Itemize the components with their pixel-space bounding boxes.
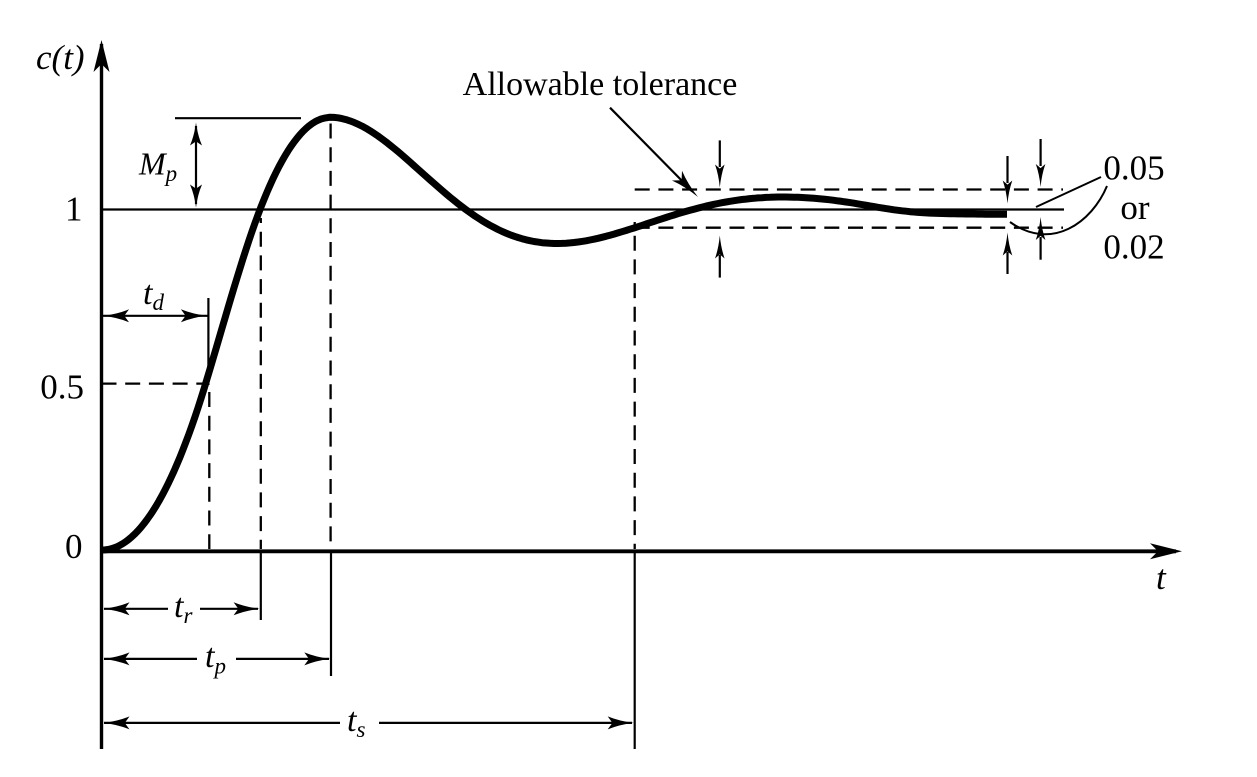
svg-text:tr: tr (174, 588, 193, 628)
svg-text:0: 0 (65, 527, 83, 566)
svg-text:0.05: 0.05 (1103, 149, 1164, 188)
svg-text:td: td (143, 275, 164, 315)
svg-text:0.5: 0.5 (40, 368, 84, 407)
svg-text:Mp: Mp (138, 146, 177, 187)
svg-text:tp: tp (205, 638, 226, 679)
svg-text:Allowable tolerance: Allowable tolerance (463, 66, 738, 103)
svg-text:ts: ts (347, 702, 365, 742)
svg-text:or: or (1120, 188, 1150, 227)
svg-text:1: 1 (65, 190, 83, 229)
svg-text:t: t (1156, 558, 1167, 597)
svg-text:0.02: 0.02 (1103, 228, 1164, 267)
svg-text:c(t): c(t) (36, 38, 85, 77)
